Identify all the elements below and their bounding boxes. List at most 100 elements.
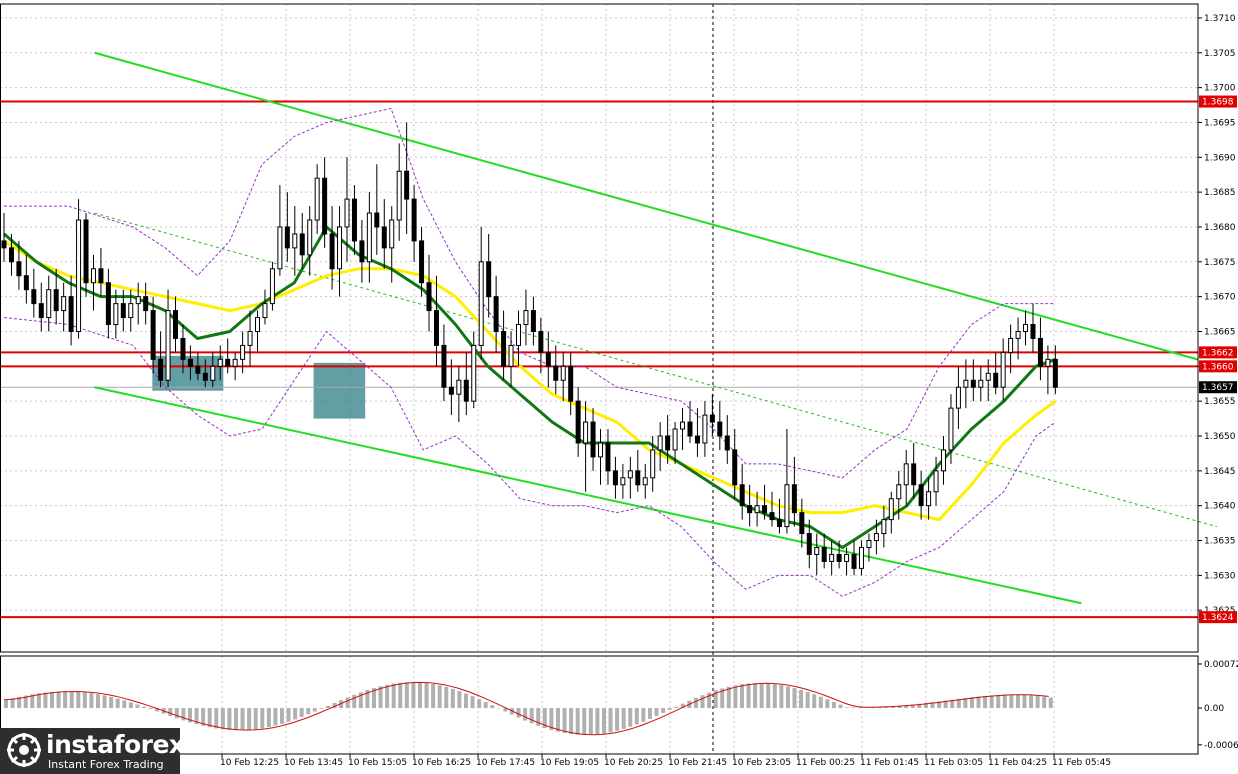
oscillator-bar	[95, 694, 100, 709]
candle-body	[53, 289, 59, 312]
oscillator-bar	[10, 698, 15, 709]
channel-lower-line	[94, 386, 1082, 605]
candle-body	[799, 512, 805, 535]
oscillator-bar	[49, 691, 54, 709]
candle-body	[8, 247, 14, 263]
oscillator-bar	[181, 708, 186, 721]
oscillator-bar	[490, 705, 495, 709]
candle-body	[456, 379, 462, 395]
oscillator-bar	[569, 708, 574, 735]
candle-body	[232, 358, 238, 367]
time-tick-label: 10 Feb 19:05	[540, 758, 599, 768]
oscillator-bar	[227, 708, 232, 730]
oscillator-bar	[187, 708, 192, 723]
oscillator-bar	[753, 683, 758, 709]
candle-body	[978, 379, 984, 388]
candle-body	[620, 477, 626, 486]
candle-body	[381, 226, 387, 249]
oscillator-bar	[279, 708, 284, 724]
oscillator-bar	[17, 696, 22, 709]
candle-body	[948, 407, 954, 451]
time-tick-label: 11 Feb 01:45	[860, 758, 919, 768]
oscillator-bar	[654, 708, 659, 716]
oscillator-bar	[785, 686, 790, 709]
oscillator-bar	[155, 708, 160, 712]
candle-body	[396, 170, 402, 221]
candle-body	[754, 505, 760, 514]
candle-body	[128, 303, 134, 319]
candle-body	[158, 358, 164, 381]
oscillator-tick-label: 0.00072	[1204, 660, 1238, 670]
candle-body	[1023, 324, 1029, 332]
oscillator-bar	[923, 702, 928, 709]
oscillator-signal-line	[3, 681, 1049, 736]
oscillator-bar	[76, 691, 81, 709]
oscillator-bar	[601, 708, 606, 734]
oscillator-bar	[897, 705, 902, 709]
candle-body	[888, 498, 894, 521]
oscillator-bar	[128, 702, 133, 709]
oscillator-bar	[102, 695, 107, 709]
candle-body	[38, 303, 44, 319]
candle-body	[791, 484, 797, 514]
candle-body	[441, 344, 447, 388]
candle-body	[575, 400, 581, 444]
oscillator-bar	[845, 707, 850, 709]
oscillator-bar	[391, 683, 396, 709]
oscillator-bar	[312, 708, 317, 712]
oscillator-bar	[661, 708, 666, 713]
candle-body	[642, 477, 648, 486]
candle-body	[255, 317, 261, 332]
price-tick-label: 1.3655	[1204, 397, 1236, 407]
oscillator-bar	[444, 686, 449, 709]
candle-body	[143, 296, 149, 312]
candle-body	[866, 540, 872, 548]
candle-body	[337, 226, 343, 270]
oscillator-bar	[608, 708, 613, 733]
oscillator-bar	[148, 708, 153, 710]
candle-body	[903, 463, 909, 486]
candle-body	[217, 358, 223, 367]
oscillator-bar	[700, 695, 705, 709]
oscillator-bar	[726, 686, 731, 709]
oscillator-bar	[214, 708, 219, 729]
candle-body	[665, 435, 671, 451]
candle-body	[120, 303, 126, 319]
candle-body	[113, 303, 119, 326]
price-tick-label: 1.3645	[1204, 467, 1236, 477]
oscillator-bar	[1022, 694, 1027, 709]
candle-body	[553, 365, 559, 381]
candle-body	[165, 310, 171, 381]
oscillator	[3, 681, 1053, 736]
oscillator-bar	[411, 682, 416, 709]
oscillator-bar	[779, 685, 784, 709]
oscillator-bar	[207, 708, 212, 728]
oscillator-bar	[575, 708, 580, 735]
oscillator-bar	[733, 685, 738, 709]
oscillator-bar	[233, 708, 238, 731]
oscillator-bar	[634, 708, 639, 725]
logo-tagline: Instant Forex Trading	[48, 758, 164, 771]
level-label-box	[1199, 611, 1237, 624]
oscillator-bar	[82, 692, 87, 709]
oscillator-bar	[917, 703, 922, 709]
candle-body	[612, 470, 618, 486]
price-tick-label: 1.3710	[1204, 14, 1236, 24]
oscillator-bar	[615, 708, 620, 731]
candle-body	[76, 219, 82, 332]
oscillator-bar	[720, 688, 725, 709]
candle-body	[180, 337, 186, 360]
instaforex-logo-mark-icon	[7, 733, 41, 767]
oscillator-bar	[141, 706, 146, 709]
price-tick-label: 1.3690	[1204, 153, 1236, 163]
oscillator-axis: 0.00072 0.00 -0.0006	[1198, 660, 1238, 751]
price-tick-label: 1.3675	[1204, 258, 1236, 268]
oscillator-bar	[201, 708, 206, 726]
candle-body	[724, 435, 730, 451]
candle-body	[284, 226, 290, 249]
candle-body	[963, 379, 969, 388]
oscillator-bar	[371, 688, 376, 709]
candle-body	[1030, 324, 1036, 339]
candle-body	[135, 296, 141, 305]
channel-upper-line	[94, 51, 1198, 361]
